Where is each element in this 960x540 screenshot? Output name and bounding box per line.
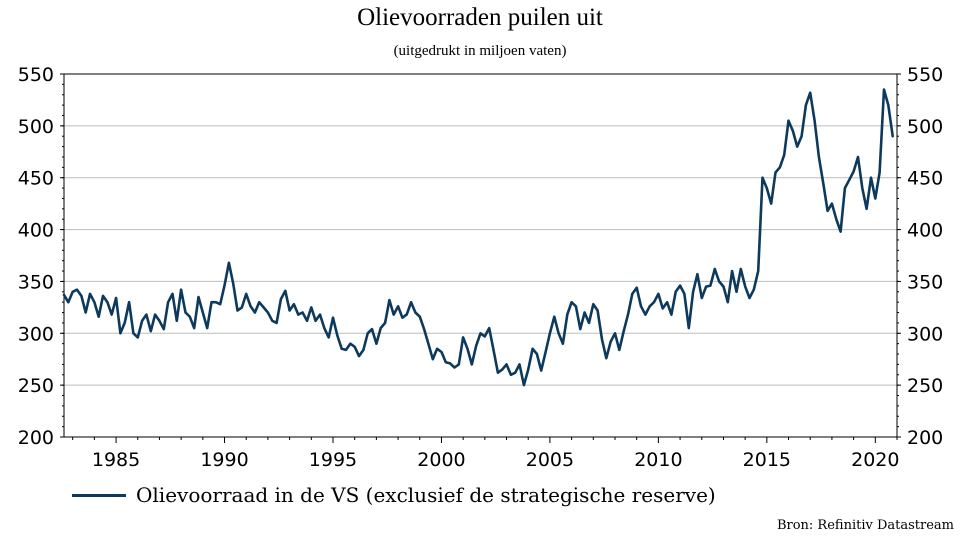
- y-tick-label-left: 400: [18, 220, 54, 242]
- x-tick-label: 2015: [743, 449, 791, 471]
- y-tick-label-right: 450: [907, 168, 943, 190]
- plot-frame: [63, 73, 898, 438]
- y-tick-label-left: 250: [18, 375, 54, 397]
- y-tick-label-left: 200: [18, 427, 54, 449]
- x-axis-ticks: 1985 1990 1995 2000 2005 2010 2015 2020: [72, 437, 899, 471]
- y-tick-label-right: 400: [907, 220, 943, 242]
- y-tick-label-right: 350: [907, 271, 943, 293]
- chart-title: Olievoorraden puilen uit: [357, 4, 603, 31]
- source-note: Bron: Refinitiv Datastream: [776, 518, 954, 533]
- y-tick-label-left: 500: [18, 116, 54, 138]
- x-tick-label: 1985: [92, 449, 140, 471]
- y-tick-label-right: 300: [907, 323, 943, 345]
- y-tick-label-left: 350: [18, 271, 54, 293]
- x-tick-label: 1990: [200, 449, 248, 471]
- y-tick-label-right: 250: [907, 375, 943, 397]
- x-tick-label: 2000: [417, 449, 465, 471]
- y-tick-label-right: 500: [907, 116, 943, 138]
- y-tick-label-left: 550: [18, 64, 54, 86]
- x-tick-label: 2005: [526, 449, 574, 471]
- chart-subtitle: (uitgedrukt in miljoen vaten): [393, 43, 567, 59]
- y-axis-right-ticks: 200 250 300 350 400 450 500 550: [897, 64, 943, 449]
- y-tick-label-left: 450: [18, 168, 54, 190]
- y-axis-left-ticks: 200 250 300 350 400 450 500 550: [18, 64, 64, 449]
- x-tick-label: 2010: [634, 449, 682, 471]
- x-tick-label: 1995: [309, 449, 357, 471]
- gridlines: [64, 125, 897, 386]
- series-line: [62, 88, 895, 387]
- series-layer: [62, 88, 895, 387]
- y-tick-label-right: 200: [907, 427, 943, 449]
- y-tick-label-right: 550: [907, 64, 943, 86]
- y-tick-label-left: 300: [18, 323, 54, 345]
- legend: Olievoorraad in de VS (exclusief de stra…: [72, 483, 716, 507]
- legend-label: Olievoorraad in de VS (exclusief de stra…: [136, 483, 716, 507]
- x-tick-label: 2020: [851, 449, 899, 471]
- legend-swatch: [72, 493, 126, 497]
